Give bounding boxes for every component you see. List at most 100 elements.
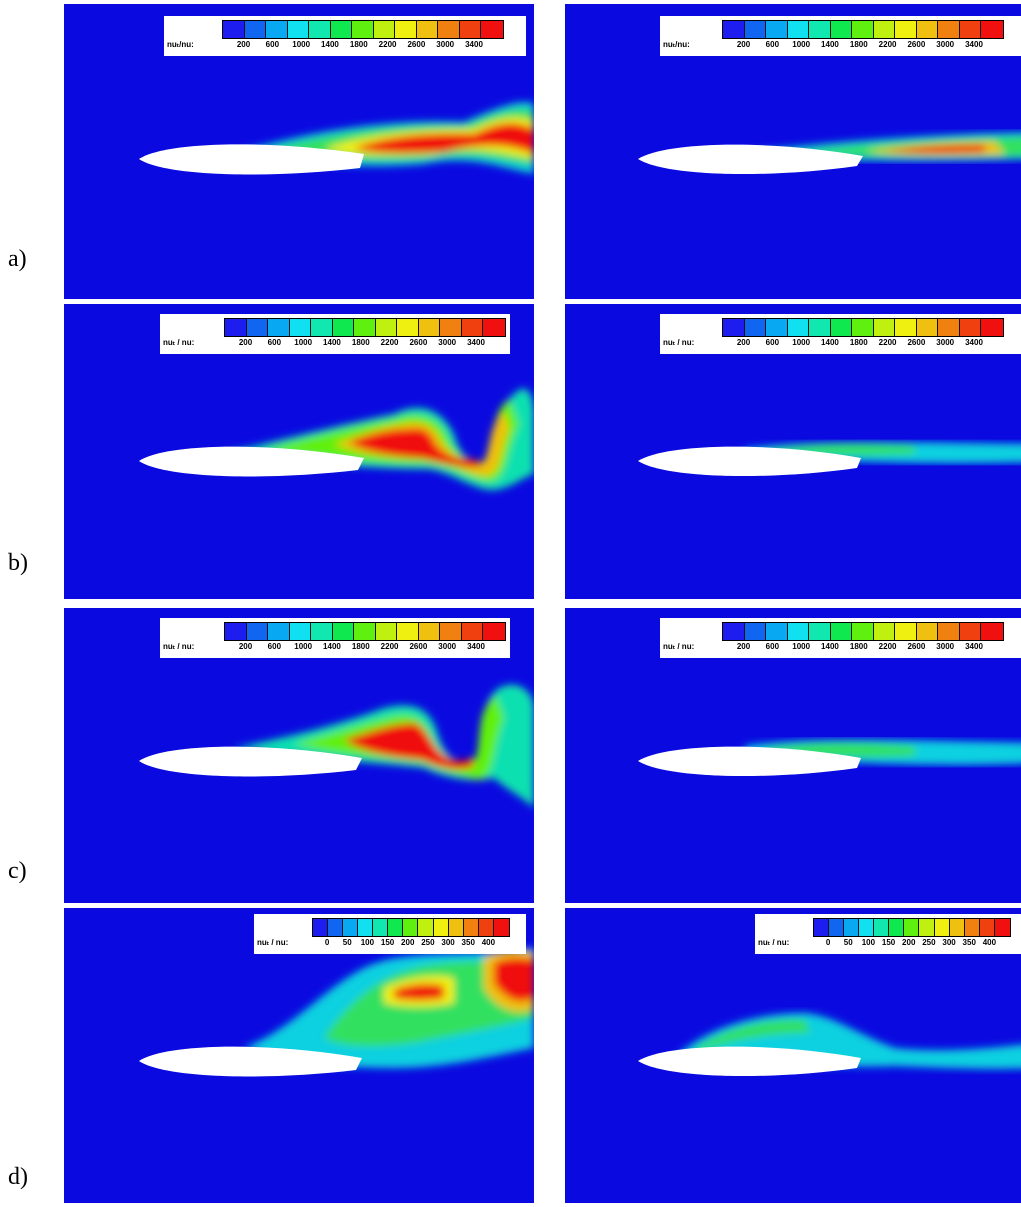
airfoil-shape xyxy=(638,746,861,777)
legend-label: nuₜ / nu: xyxy=(758,938,790,947)
colorbar-segment xyxy=(964,919,980,936)
colorbar-segment xyxy=(309,21,331,38)
colorbar-segment xyxy=(809,21,831,38)
colorbar-tick-label: 2600 xyxy=(907,642,926,651)
colorbar-segment xyxy=(895,21,917,38)
colorbar xyxy=(312,918,510,937)
panel-d-right: nuₜ / nu: 0 50 100 150 200 250 300 350 400 xyxy=(565,908,1021,1203)
colorbar-segment xyxy=(916,21,939,38)
colorbar-segment xyxy=(787,623,810,640)
colorbar-tick-label: 2600 xyxy=(907,40,926,49)
colorbar-tick-label: 3400 xyxy=(467,642,485,651)
colorbar-segment xyxy=(375,319,398,336)
colorbar-tick-label: 1800 xyxy=(849,338,868,347)
colorbar-segment xyxy=(809,319,831,336)
legend: nuₜ/nu: 200 600 1000 1400 1800 2200 2600 3000 34… xyxy=(164,16,526,56)
colorbar-tick-label: 1000 xyxy=(792,642,811,651)
colorbar-tick-label: 1400 xyxy=(321,40,339,49)
colorbar-segment xyxy=(873,21,896,38)
colorbar-segment xyxy=(949,919,965,936)
legend: nuₜ/nu: 200 600 1000 1400 1800 2200 2600 3000 34… xyxy=(660,16,1021,56)
airfoil-shape xyxy=(638,1046,861,1077)
colorbar-segment xyxy=(397,623,419,640)
flow-field-c-right xyxy=(638,739,1021,777)
colorbar-segment xyxy=(766,623,788,640)
colorbar-segment xyxy=(311,319,333,336)
colorbar-segment xyxy=(938,623,960,640)
colorbar-tick-label: 600 xyxy=(267,338,282,347)
colorbar-tick-label: 3000 xyxy=(438,338,457,347)
legend: nuₜ / nu: 200 600 1000 1400 1800 2200 2600 3000… xyxy=(160,314,510,354)
panel-c-left: nuₜ / nu: 200 600 1000 1400 1800 2200 2600 3000… xyxy=(64,608,534,903)
colorbar-tick-label: 1000 xyxy=(292,40,311,49)
colorbar-tick-label: 1400 xyxy=(323,642,341,651)
colorbar-segment xyxy=(959,623,982,640)
airfoil-shape xyxy=(139,1046,362,1077)
colorbar-segment xyxy=(332,623,355,640)
colorbar-tick-label: 2200 xyxy=(878,642,897,651)
colorbar-tick-label: 400 xyxy=(982,938,997,947)
colorbar-tick-label: 200 xyxy=(238,338,253,347)
colorbar-tick-label: 3400 xyxy=(965,40,983,49)
colorbar-segment xyxy=(354,623,376,640)
colorbar-segment xyxy=(889,919,905,936)
colorbar-tick-label: 2200 xyxy=(878,338,897,347)
colorbar-segment xyxy=(981,623,1003,640)
legend-label: nuₜ / nu: xyxy=(257,938,289,947)
colorbar-tick-label: 600 xyxy=(267,642,282,651)
colorbar-tick-label: 200 xyxy=(238,642,253,651)
colorbar-tick-label: 3400 xyxy=(965,338,983,347)
colorbar-segment xyxy=(416,21,439,38)
colorbar xyxy=(722,622,1004,641)
colorbar-segment xyxy=(440,623,462,640)
colorbar-segment xyxy=(358,919,374,936)
colorbar-segment xyxy=(448,919,464,936)
colorbar-segment xyxy=(787,21,810,38)
colorbar-tick-label: 1000 xyxy=(294,338,313,347)
colorbar-segment xyxy=(873,623,896,640)
colorbar-segment xyxy=(266,21,288,38)
colorbar-tick-label: 1400 xyxy=(323,338,341,347)
colorbar-segment xyxy=(223,21,245,38)
colorbar-segment xyxy=(354,319,376,336)
colorbar-tick-label: 250 xyxy=(421,938,435,947)
colorbar-segment xyxy=(373,21,396,38)
colorbar-tick-label: 200 xyxy=(401,938,415,947)
colorbar-segment xyxy=(440,319,462,336)
colorbar-segment xyxy=(373,919,389,936)
flow-field-b-right xyxy=(638,441,1021,477)
panel-a-right: nuₜ/nu: 200 600 1000 1400 1800 2200 2600 3000 34… xyxy=(565,4,1021,299)
colorbar-segment xyxy=(873,319,896,336)
colorbar-segment xyxy=(463,919,479,936)
colorbar-tick-label: 250 xyxy=(922,938,936,947)
panel-d-left: nuₜ / nu: 0 50 100 150 200 250 300 350 400 xyxy=(64,908,534,1203)
colorbar-segment xyxy=(919,919,935,936)
airfoil-shape xyxy=(139,746,362,777)
colorbar-tick-label: 2200 xyxy=(380,338,399,347)
colorbar-tick-label: 50 xyxy=(342,938,352,947)
colorbar-segment xyxy=(461,319,484,336)
colorbar-segment xyxy=(395,21,417,38)
colorbar-tick-label: 3000 xyxy=(936,338,955,347)
colorbar-segment xyxy=(483,319,505,336)
row-label-d: d) xyxy=(8,1164,28,1190)
row-label-c: c) xyxy=(8,858,27,884)
colorbar-tick-label: 1800 xyxy=(351,338,370,347)
colorbar-segment xyxy=(859,919,875,936)
colorbar-tick-label: 100 xyxy=(861,938,876,947)
colorbar-segment xyxy=(766,319,788,336)
colorbar-segment xyxy=(246,319,269,336)
flow-field-a-left xyxy=(139,102,534,175)
colorbar-tick-label: 200 xyxy=(736,40,751,49)
flow-field-b-left xyxy=(139,388,534,491)
legend: nuₜ / nu: 200 600 1000 1400 1800 2200 2600 3000… xyxy=(160,618,510,658)
colorbar-tick-label: 600 xyxy=(265,40,280,49)
legend-label: nuₜ / nu: xyxy=(663,338,695,347)
colorbar-segment xyxy=(809,623,831,640)
colorbar-segment xyxy=(461,623,484,640)
colorbar-segment xyxy=(959,21,982,38)
colorbar-segment xyxy=(418,919,434,936)
colorbar-tick-label: 1000 xyxy=(792,338,811,347)
colorbar-segment xyxy=(904,919,920,936)
colorbar-segment xyxy=(981,319,1003,336)
